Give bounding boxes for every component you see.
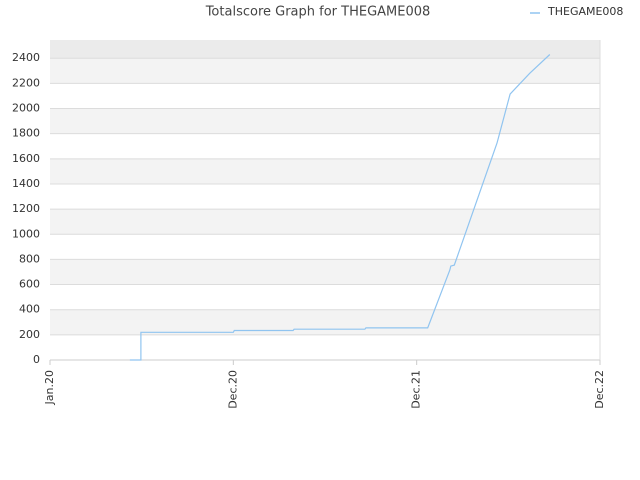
y-tick-label: 600 bbox=[19, 278, 40, 291]
y-tick-label: 1200 bbox=[12, 202, 40, 215]
x-tick-label: Dec.22 bbox=[593, 370, 606, 409]
legend-label: THEGAME008 bbox=[547, 5, 623, 18]
grid-band bbox=[50, 133, 600, 159]
y-tick-label: 400 bbox=[19, 303, 40, 316]
grid-band bbox=[50, 234, 600, 260]
y-tick-label: 1400 bbox=[12, 177, 40, 190]
x-tick-label: Jan.20 bbox=[43, 370, 56, 405]
grid-band bbox=[50, 309, 600, 335]
grid-band bbox=[50, 259, 600, 285]
y-tick-label: 200 bbox=[19, 328, 40, 341]
grid-band bbox=[50, 334, 600, 360]
line-series bbox=[129, 54, 551, 361]
grid-band bbox=[50, 158, 600, 184]
grid-band bbox=[50, 183, 600, 210]
grid-band bbox=[50, 284, 600, 310]
grid-band bbox=[50, 209, 600, 235]
y-tick-label: 800 bbox=[19, 252, 40, 265]
x-tick-label: Dec.21 bbox=[410, 370, 423, 409]
y-tick-label: 1800 bbox=[12, 127, 40, 140]
y-tick-label: 2200 bbox=[12, 76, 40, 89]
grid-band bbox=[50, 58, 600, 84]
chart-title: Totalscore Graph for THEGAME008 bbox=[205, 5, 431, 20]
y-tick-label: 2000 bbox=[12, 102, 40, 115]
x-tick-label: Dec.20 bbox=[226, 370, 239, 409]
grid-band bbox=[50, 83, 600, 109]
y-tick-label: 2400 bbox=[12, 51, 40, 64]
grid-band bbox=[50, 108, 600, 134]
y-tick-label: 1600 bbox=[12, 152, 40, 165]
y-tick-label: 0 bbox=[33, 353, 40, 366]
y-tick-label: 1000 bbox=[12, 227, 40, 240]
